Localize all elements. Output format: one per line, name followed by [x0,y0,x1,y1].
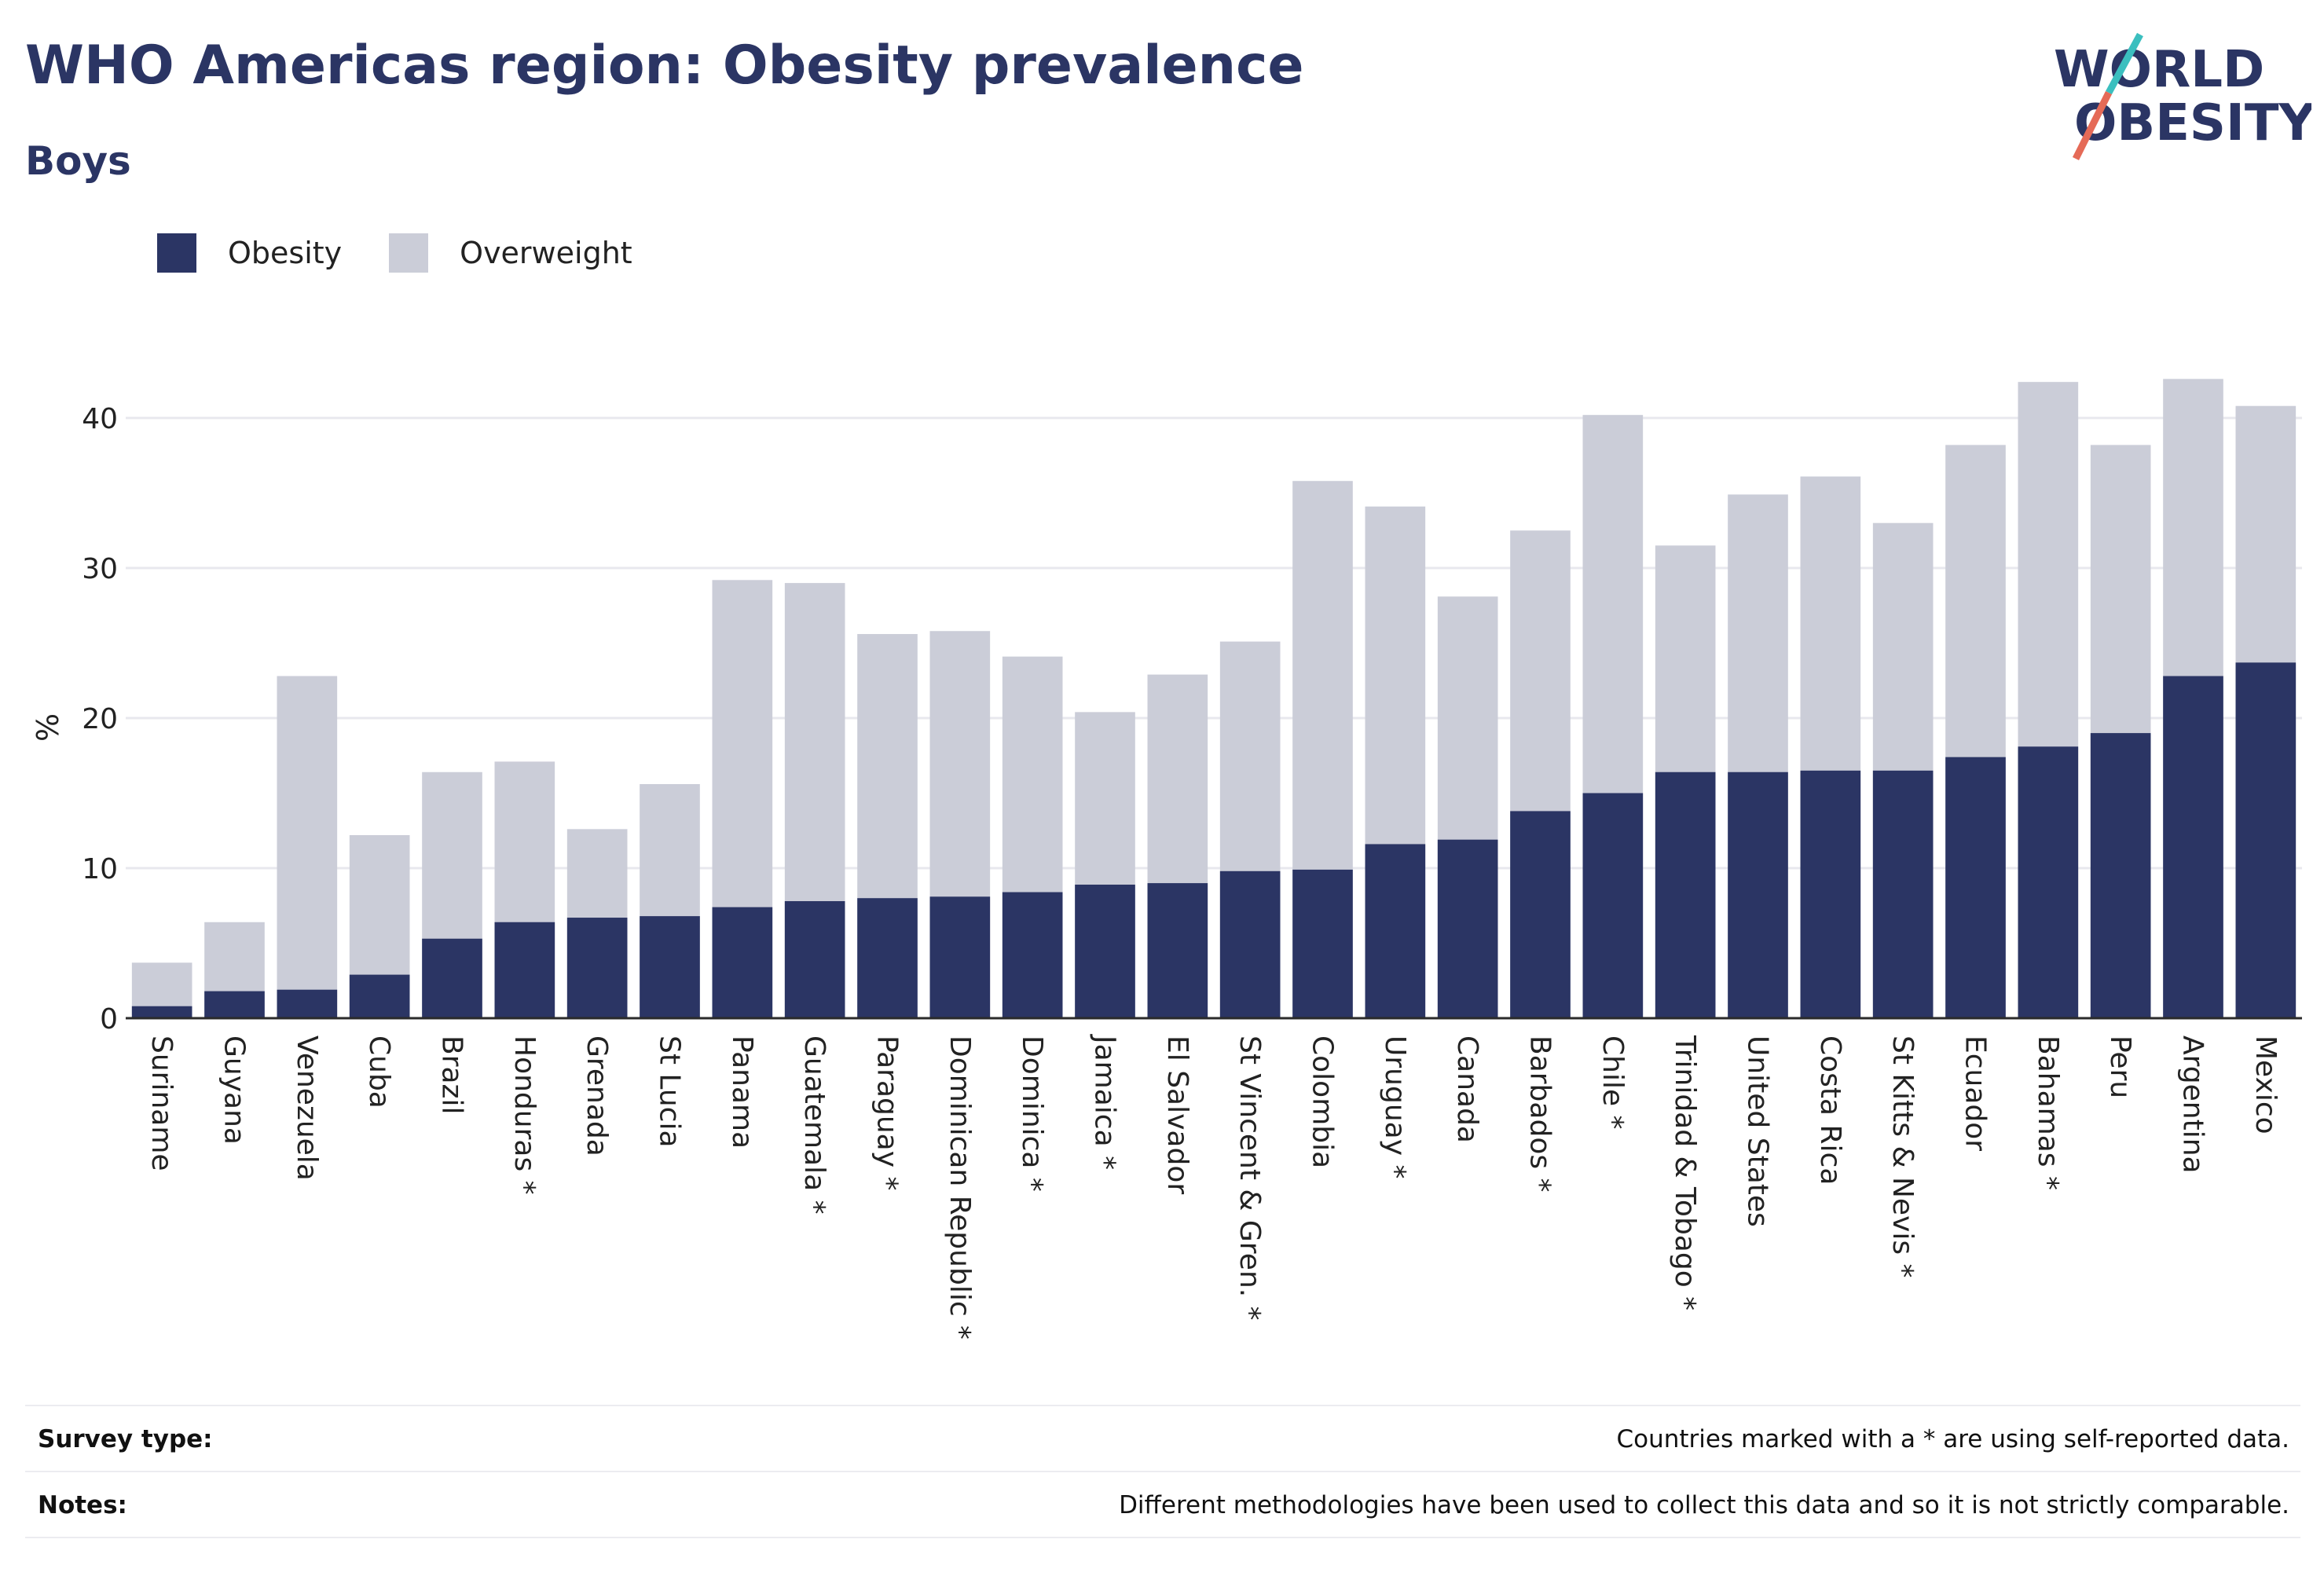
x-tick-label: Guatemala * [798,1035,830,1215]
x-tick-label: Costa Rica [1814,1035,1846,1185]
bar-obesity [1800,770,1861,1018]
bar-obesity [349,974,410,1018]
x-tick-label: Suriname [145,1035,178,1171]
bar-overweight [277,676,338,1018]
y-tick-label: 20 [82,703,118,735]
x-tick-label: Barbados * [1524,1035,1556,1193]
x-tick-label: Jamaica * [1089,1034,1121,1170]
bar-obesity [1219,870,1281,1018]
bar-obesity [1437,839,1498,1018]
x-tick-label: St Kitts & Nevis * [1886,1035,1919,1278]
x-tick-label: Panama [726,1035,758,1149]
bar-obesity [2235,662,2297,1018]
legend-swatch-obesity [157,233,196,273]
x-tick-label: El Salvador [1161,1035,1193,1194]
x-tick-label: Honduras * [508,1035,541,1195]
bar-obesity [929,896,991,1018]
x-tick-label: Brazil [436,1035,468,1114]
bar-obesity [1582,793,1644,1018]
bar-obesity [2163,676,2223,1018]
chart-legend: Obesity Overweight [157,231,680,275]
y-axis-title: % [31,713,65,742]
bar-obesity [857,898,918,1018]
x-tick-label: Paraguay * [871,1035,904,1191]
bar-obesity [1147,883,1208,1018]
bar-obesity [1945,757,2006,1018]
bar-obesity [1365,844,1426,1018]
bar-obesity [1075,885,1135,1018]
notes-text: Different methodologies have been used t… [1119,1491,2289,1519]
survey-type-label: Survey type: [38,1425,213,1453]
x-tick-label: Ecuador [1959,1035,1992,1151]
x-tick-label: St Lucia [654,1035,686,1148]
bar-obesity [640,916,700,1018]
x-tick-label: Bahamas * [2032,1035,2064,1190]
footer-bottom-rule [25,1537,2300,1538]
footer-row-survey: Survey type: Countries marked with a * a… [25,1405,2300,1472]
legend-swatch-overweight [389,233,429,273]
x-tick-label: Venezuela [291,1035,323,1181]
y-tick-label: 40 [82,403,118,435]
bar-obesity [2018,746,2079,1018]
bar-obesity [1002,892,1063,1018]
survey-type-text: Countries marked with a * are using self… [1616,1425,2290,1453]
x-tick-label: Peru [2104,1035,2136,1098]
x-tick-label: Dominican Republic * [944,1035,976,1340]
bar-obesity [494,922,555,1018]
page-subtitle: Boys [25,138,131,184]
x-tick-label: Guyana [218,1035,251,1145]
x-tick-label: Mexico [2249,1035,2282,1134]
bar-obesity [2090,733,2151,1018]
x-tick-label: Canada [1451,1035,1483,1143]
logo-text-obesity: OBESITY [2074,94,2311,152]
legend-item-overweight: Overweight [389,233,632,273]
bar-obesity [1872,770,1934,1018]
legend-item-obesity: Obesity [157,233,342,273]
bar-obesity [1655,772,1716,1018]
bar-obesity [422,938,482,1018]
bar-obesity [566,918,628,1018]
bar-obesity [204,991,265,1018]
x-tick-label: St Vincent & Gren. * [1233,1035,1266,1321]
y-tick-label: 10 [82,853,118,885]
bar-obesity [1510,811,1571,1018]
bar-obesity [1728,772,1788,1018]
world-obesity-logo: WORLD OBESITY [2054,32,2311,161]
x-tick-label: Grenada [581,1035,613,1156]
x-tick-label: Dominica * [1016,1035,1048,1192]
notes-label: Notes: [38,1491,127,1519]
bar-obesity [131,1006,192,1018]
page-title: WHO Americas region: Obesity prevalence [25,35,1304,97]
bar-obesity [277,989,338,1018]
logo-slash-teal [2106,32,2143,95]
x-tick-label: Chile * [1596,1035,1629,1130]
x-tick-label: United States [1742,1035,1774,1227]
x-tick-label: Argentina [2177,1035,2209,1174]
logo-slash-red [2072,90,2113,161]
footer-row-notes: Notes: Different methodologies have been… [25,1471,2300,1538]
legend-label-overweight: Overweight [460,236,632,270]
legend-label-obesity: Obesity [228,236,343,270]
bar-chart: 0 10 20 30 40% Suriname Guyana Venezuela Cuba Bra… [31,379,2302,1340]
x-tick-label: Trinidad & Tobago * [1669,1035,1701,1310]
y-tick-label: 0 [100,1003,118,1035]
x-tick-label: Uruguay * [1379,1035,1411,1178]
y-tick-label: 30 [82,553,118,585]
logo-text-world: WORLD [2054,41,2264,99]
bar-obesity [784,901,845,1018]
x-tick-label: Cuba [363,1035,395,1109]
x-tick-label: Colombia [1307,1035,1339,1168]
bar-obesity [712,907,773,1018]
bar-obesity [1292,869,1353,1018]
